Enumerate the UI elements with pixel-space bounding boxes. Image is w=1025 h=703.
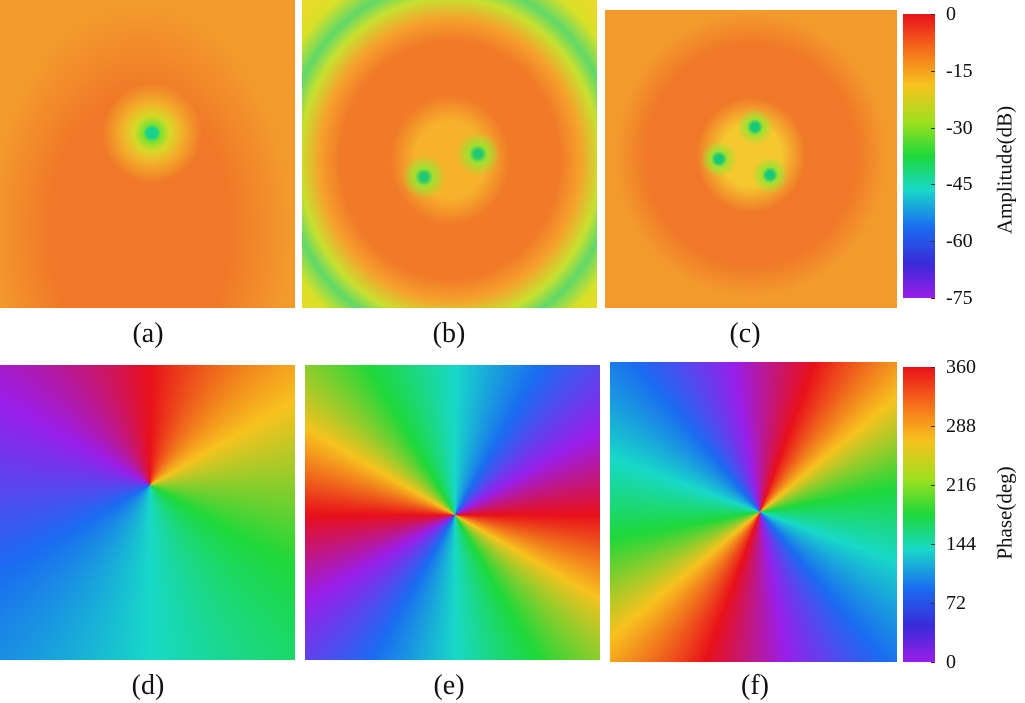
panel-label: (d): [131, 670, 165, 701]
tick-mark: [931, 426, 935, 427]
panel-label: (c): [729, 318, 761, 349]
tick-mark: [931, 485, 935, 486]
tick-label: 0: [946, 651, 956, 673]
phase-map: [610, 362, 897, 662]
tick-mark: [931, 241, 935, 243]
tick-label: 288: [946, 415, 976, 437]
panel-label: (a): [132, 318, 164, 349]
amplitude-map: [302, 0, 597, 308]
tick-mark: [931, 662, 935, 663]
phase-map: [0, 365, 295, 660]
panel-label: (e): [433, 670, 465, 701]
tick-label: -15: [946, 59, 973, 82]
tick-mark: [931, 70, 935, 72]
tick-mark: [931, 544, 935, 545]
tick-mark: [931, 14, 935, 15]
tick-label: 360: [946, 356, 976, 378]
tick-mark: [931, 127, 935, 129]
tick-mark: [931, 367, 935, 368]
colorbar-label: Amplitude(dB): [992, 105, 1017, 235]
tick-mark: [931, 298, 935, 299]
phase-map: [305, 365, 600, 660]
tick-mark: [931, 184, 935, 186]
tick-label: 216: [946, 474, 976, 496]
tick-label: -30: [946, 116, 973, 139]
colorbar-label: Phase(deg): [992, 466, 1017, 560]
tick-mark: [931, 603, 935, 604]
colorbar: [903, 367, 935, 662]
tick-label: 144: [946, 533, 976, 555]
tick-label: -60: [946, 230, 973, 253]
tick-label: 0: [946, 3, 956, 25]
tick-label: -75: [946, 287, 973, 309]
tick-label: 72: [946, 592, 966, 614]
panel-label: (b): [432, 318, 466, 349]
panel-label: (f): [741, 670, 769, 701]
amplitude-map: [605, 10, 897, 308]
tick-label: -45: [946, 173, 973, 196]
colorbar: [903, 14, 935, 298]
amplitude-map: [0, 0, 295, 308]
